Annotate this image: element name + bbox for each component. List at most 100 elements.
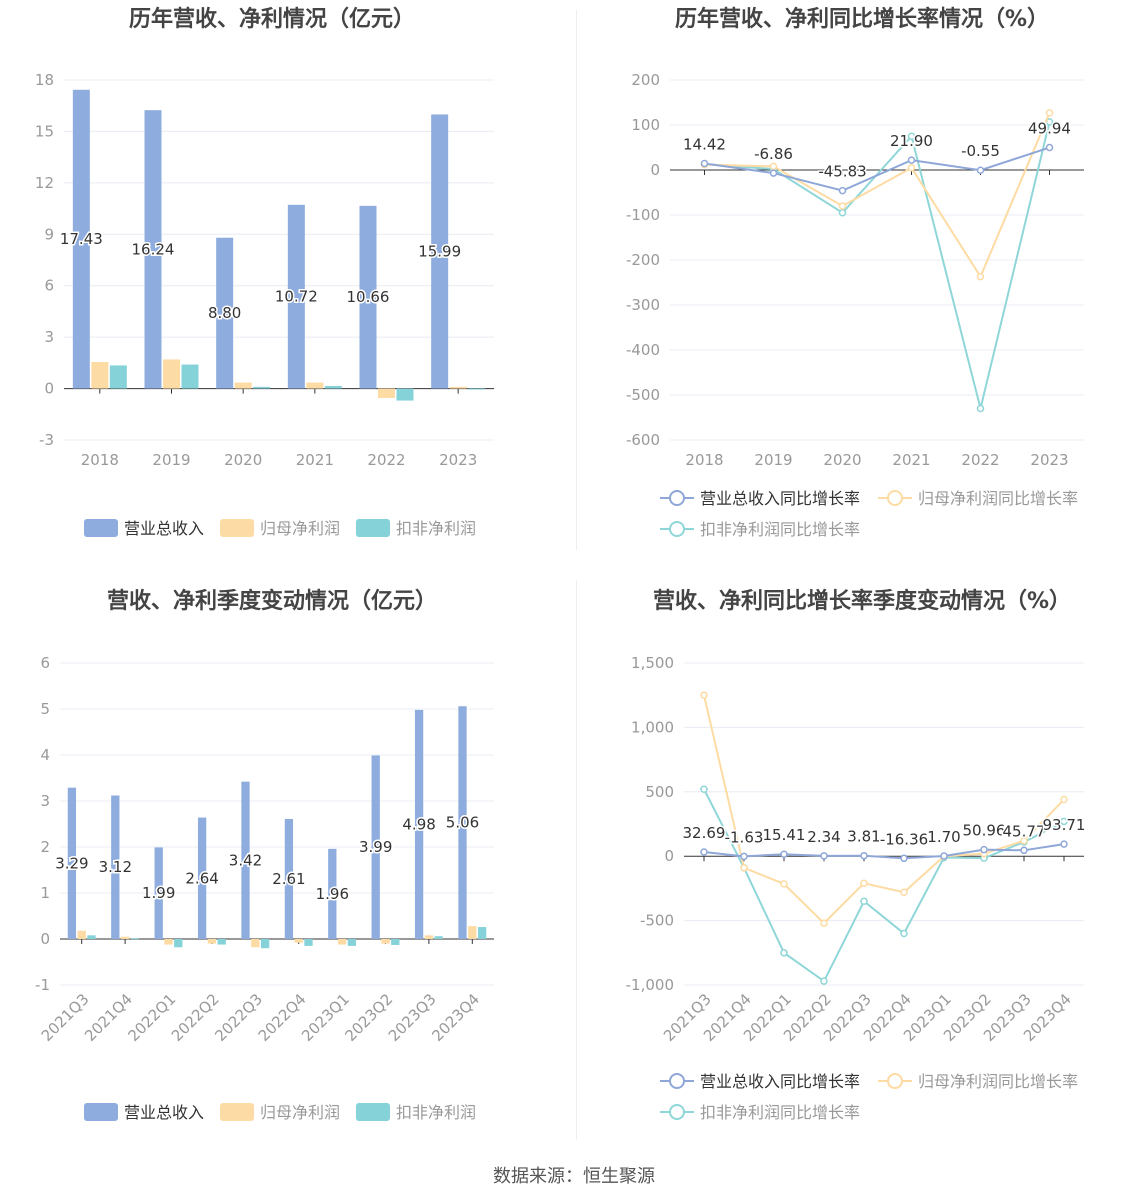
bar-3 <box>434 936 443 939</box>
line-point-1 <box>838 186 847 195</box>
x-tick-label: 2019 <box>152 451 190 469</box>
legend-item-2[interactable]: 归母净利润同比增长率 <box>878 1072 1078 1091</box>
divider-top <box>576 10 577 550</box>
bar-1 <box>241 781 250 939</box>
y-tick-label: 100 <box>631 116 660 134</box>
line-point-3 <box>838 209 847 217</box>
y-tick-label: -500 <box>626 386 660 404</box>
chart-2: 历年营收、净利同比增长率情况（%） -600 -500 -400 -300 -200 -10… <box>626 6 1084 539</box>
bar-1 <box>67 787 77 939</box>
line-point-2 <box>700 691 708 699</box>
y-tick-label: 3 <box>40 792 50 810</box>
legend-item-2[interactable]: 归母净利润同比增长率 <box>878 489 1078 508</box>
y-tick-label: 0 <box>664 847 674 865</box>
bar-1 <box>284 818 294 939</box>
legend: 营业总收入 归母净利润 扣非净利润 <box>84 519 476 538</box>
legend-swatch <box>84 519 118 537</box>
bar-data-label: 1.96 <box>316 885 349 903</box>
bar-1 <box>154 847 163 939</box>
legend-label: 扣非净利润同比增长率 <box>700 1103 860 1122</box>
y-tick-label: 200 <box>631 71 660 89</box>
line-data-label: -1.63 <box>725 828 764 846</box>
bar-2 <box>251 939 260 948</box>
bar-data-label: 2.61 <box>272 870 305 888</box>
line-data-label: -45.83 <box>818 163 866 181</box>
y-tick-label: -400 <box>626 341 660 359</box>
legend-item-3[interactable]: 扣非净利润同比增长率 <box>660 520 860 539</box>
y-tick-label: 6 <box>40 654 50 672</box>
line-point-2 <box>820 919 828 927</box>
bar-1 <box>111 795 120 939</box>
legend-label: 营业总收入同比增长率 <box>700 489 860 508</box>
bar-1 <box>359 205 377 389</box>
y-tick-label: 1,500 <box>631 654 674 672</box>
x-tick-label: 2023 <box>1030 451 1068 469</box>
y-tick-label: 0 <box>650 161 660 179</box>
legend-label: 归母净利润同比增长率 <box>918 489 1078 508</box>
legend-item-2[interactable]: 归母净利润 <box>220 1103 340 1122</box>
line-point-2 <box>860 879 868 887</box>
y-tick-label: -300 <box>626 296 660 314</box>
line-data-label: -0.55 <box>961 142 1000 160</box>
line-point-3 <box>820 977 828 985</box>
y-tick-label: 2 <box>40 838 50 856</box>
bar-3 <box>217 939 226 945</box>
divider-bottom <box>576 580 577 1140</box>
y-tick-label: -600 <box>626 431 660 449</box>
y-tick-label: -1,000 <box>626 976 674 994</box>
bar-1 <box>197 817 207 939</box>
legend-item-1[interactable]: 营业总收入同比增长率 <box>660 1072 860 1091</box>
legend-label: 营业总收入 <box>124 1103 204 1122</box>
line-point-2 <box>900 888 908 897</box>
data-source: 数据来源：恒生聚源 <box>493 1166 655 1187</box>
legend-item-3[interactable]: 扣非净利润同比增长率 <box>660 1103 860 1122</box>
bar-1 <box>371 755 380 939</box>
legend-item-2[interactable]: 归母净利润 <box>220 519 340 538</box>
line-point-3 <box>900 929 908 938</box>
line-point-1 <box>907 156 916 164</box>
legend-swatch <box>220 519 254 537</box>
line-data-label: 49.94 <box>1028 120 1071 138</box>
chart-3: 营收、净利季度变动情况（亿元）-101234562021Q32021Q42022… <box>35 588 494 1122</box>
bar-data-label: 8.80 <box>208 304 241 322</box>
y-tick-label: -200 <box>626 251 660 269</box>
y-tick-label: -500 <box>640 912 674 930</box>
legend-item-3[interactable]: 扣非净利润 <box>356 519 476 538</box>
series-line-1 <box>703 843 1065 860</box>
legend-item-1[interactable]: 营业总收入 <box>84 1103 204 1122</box>
legend-swatch <box>84 1103 118 1121</box>
bar-data-label: 17.43 <box>60 230 103 248</box>
line-point-3 <box>700 785 708 793</box>
line-data-label: -6.86 <box>754 145 793 163</box>
chart-4: 营收、净利同比增长率季度变动情况（%） -1,000 -500 0 500 1,000 1,… <box>626 588 1087 1122</box>
bar-3 <box>391 939 400 945</box>
bar-2 <box>468 926 477 939</box>
line-point-2 <box>769 162 778 171</box>
series-line-1 <box>704 146 1050 192</box>
line-point-3 <box>780 949 788 957</box>
bar-2 <box>449 386 467 389</box>
bar-3 <box>253 386 271 389</box>
legend-swatch-dot <box>887 1073 903 1089</box>
legend-item-3[interactable]: 扣非净利润 <box>356 1103 476 1122</box>
line-data-label: 3.81 <box>847 828 880 846</box>
bar-3 <box>477 927 487 939</box>
bar-3 <box>468 388 486 390</box>
line-point-1 <box>769 169 778 177</box>
line-point-2 <box>780 880 788 888</box>
line-point-3 <box>860 897 868 906</box>
legend: 营业总收入 归母净利润 扣非净利润 <box>84 1103 476 1122</box>
x-tick-label: 2021 <box>892 451 930 469</box>
legend-item-1[interactable]: 营业总收入同比增长率 <box>660 489 860 508</box>
bar-1 <box>144 110 162 389</box>
line-data-label: 21.90 <box>890 132 933 150</box>
bar-2 <box>163 359 180 389</box>
bar-data-label: 3.29 <box>55 854 88 872</box>
chart-title: 营收、净利同比增长率季度变动情况（%） <box>653 588 1071 614</box>
bar-2 <box>378 388 395 398</box>
y-tick-label: 1 <box>40 884 50 902</box>
line-point-1 <box>1045 143 1054 152</box>
legend-item-1[interactable]: 营业总收入 <box>84 519 204 538</box>
legend-swatch-dot <box>669 1104 685 1120</box>
